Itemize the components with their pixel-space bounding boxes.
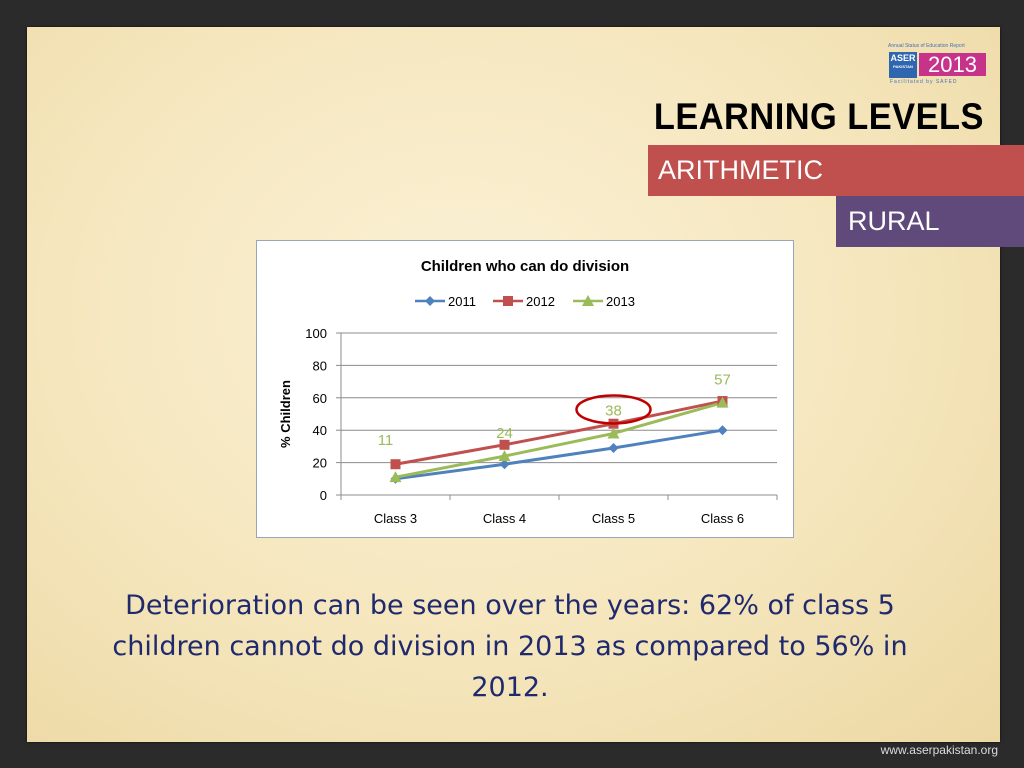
legend-label-2013: 2013 [606, 294, 635, 309]
data-label-1: 24 [496, 425, 513, 442]
logo-aser-box: ASER PAKISTAN [889, 52, 917, 78]
point-2013-3 [716, 396, 729, 408]
y-tick-label-0: 0 [320, 488, 327, 503]
x-tick-label-3: Class 6 [701, 511, 744, 526]
series-line-2012 [395, 399, 723, 466]
division-chart: Children who can do division 2011 2012 2013… [256, 240, 794, 538]
legend-label-2012: 2012 [526, 294, 555, 309]
series-line-2013 [395, 401, 723, 479]
x-tick-label-2: Class 5 [592, 511, 635, 526]
subject-label: ARITHMETIC [658, 155, 823, 185]
area-band: RURAL [836, 196, 1024, 247]
point-2011-2 [608, 443, 619, 454]
y-axis-label: % Children [278, 380, 293, 448]
logo-top-text: Annual Status of Education Report [888, 43, 965, 49]
legend-label-2011: 2011 [448, 294, 476, 309]
logo-aser-text: ASER [890, 53, 916, 63]
data-label-0: 11 [378, 432, 394, 449]
legend-marker-2012 [503, 296, 513, 306]
x-tick-label-0: Class 3 [374, 511, 417, 526]
point-2013-0 [389, 471, 402, 483]
logo-facilitated: Facilitated by SAFED [890, 79, 958, 85]
page-title: LEARNING LEVELS [653, 96, 984, 137]
aser-logo: Annual Status of Education Report ASER P… [888, 43, 988, 88]
point-2012-0 [390, 459, 401, 470]
caption-text: Deterioration can be seen over the years… [112, 590, 908, 703]
y-tick-label-80: 80 [313, 358, 327, 373]
series-line-2011 [395, 428, 723, 481]
logo-year: 2013 [919, 53, 986, 76]
point-2011-3 [717, 425, 728, 436]
footer-url: www.aserpakistan.org [880, 743, 998, 757]
legend-marker-2011 [425, 296, 435, 306]
y-tick-label-60: 60 [313, 391, 327, 406]
area-label: RURAL [848, 206, 940, 236]
y-tick-label-40: 40 [313, 423, 327, 438]
point-2012-1 [499, 439, 510, 450]
x-tick-label-1: Class 4 [483, 511, 526, 526]
legend-marker-2013 [582, 295, 594, 306]
point-2011-1 [499, 459, 510, 470]
point-2013-2 [607, 427, 620, 439]
y-tick-label-20: 20 [313, 456, 327, 471]
point-2013-1 [498, 450, 511, 462]
logo-pakistan-text: PAKISTAN [893, 64, 913, 69]
data-label-2: 38 [605, 402, 622, 419]
data-label-3: 57 [714, 372, 731, 389]
highlight-circle [575, 394, 652, 425]
y-tick-label-100: 100 [305, 326, 327, 341]
subject-band: ARITHMETIC [648, 145, 1024, 196]
chart-title: Children who can do division [421, 258, 629, 275]
